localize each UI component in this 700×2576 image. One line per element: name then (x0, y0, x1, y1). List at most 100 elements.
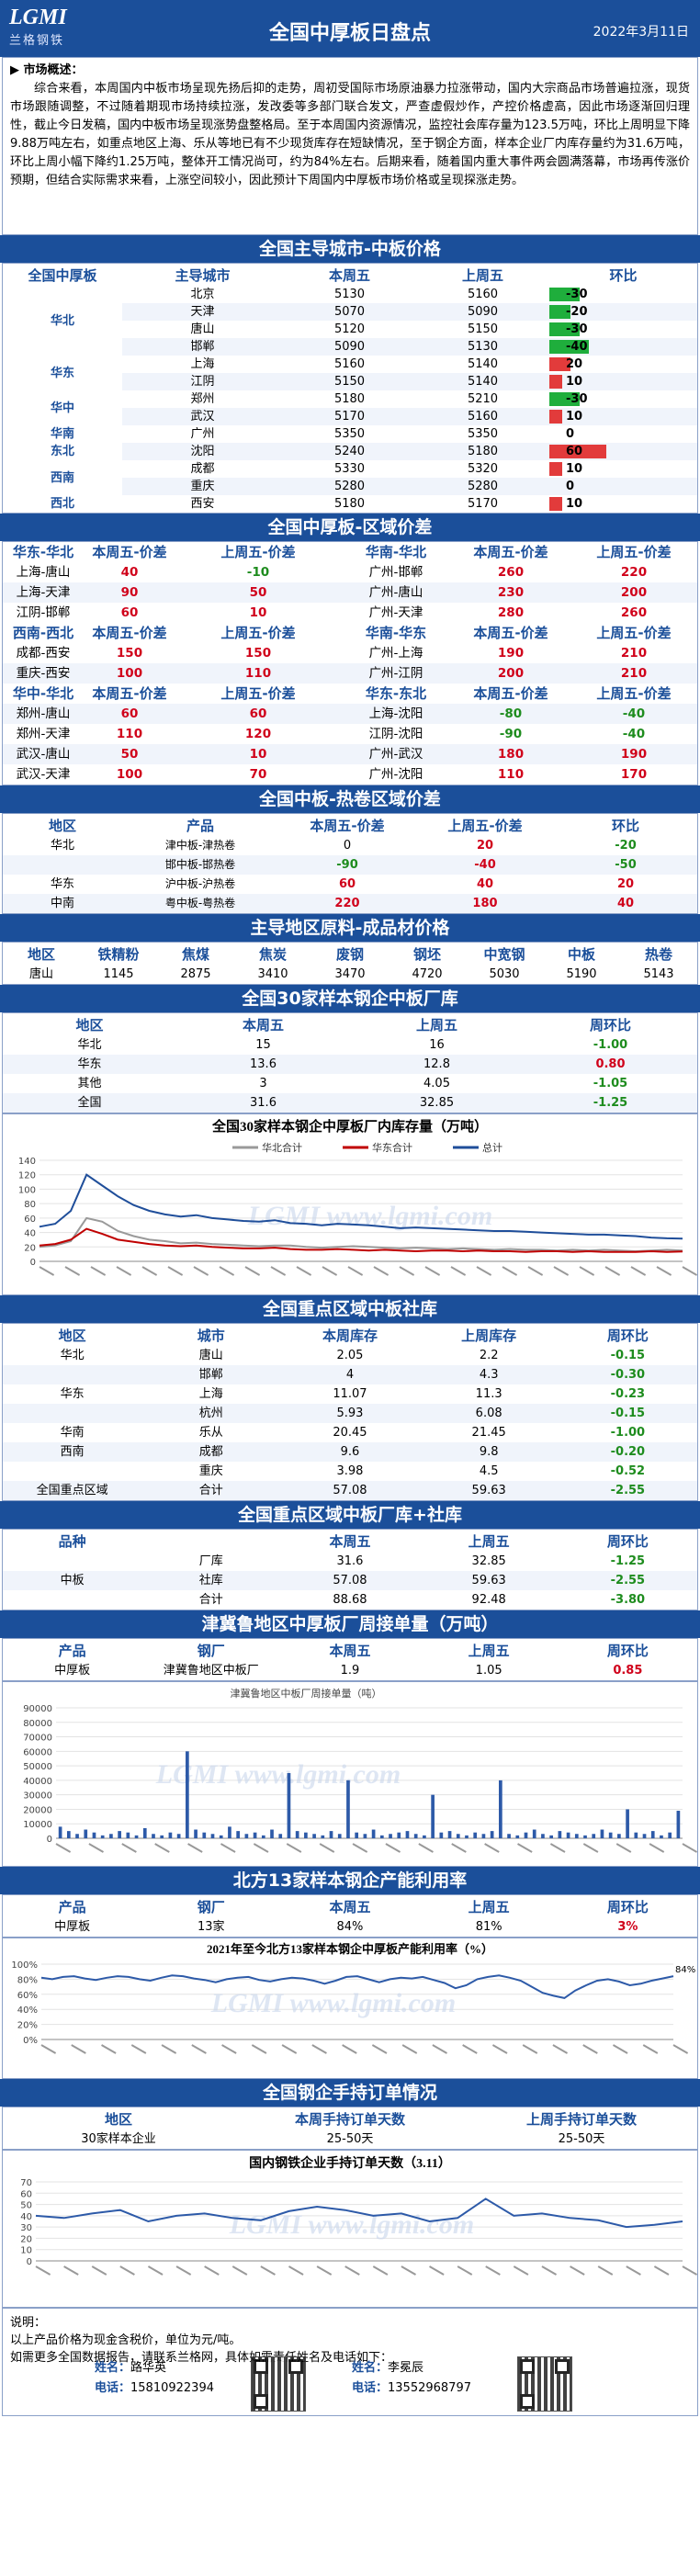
ratio-cell: 0 (549, 425, 697, 443)
col-header: 周环比 (606, 1327, 649, 1344)
table-cell: -3.80 (610, 1593, 646, 1607)
spread-head-row: 华中-华北 本周五-价差 上周五-价差 华东-东北 本周五-价差 上周五-价差 (3, 684, 697, 704)
table-cell: 4.5 (479, 1464, 499, 1478)
x-tick-mark (204, 2265, 220, 2276)
bar (142, 1827, 147, 1838)
watermark: LGMI www.lgmi.com (247, 1201, 492, 1231)
table-cell: 1.9 (340, 1664, 360, 1678)
spread-section-title: 全国中厚板-区域价差 (0, 514, 700, 541)
table-row: 唐山 5120 5150 -30 (3, 321, 697, 338)
table-cell: 2.05 (336, 1349, 364, 1362)
table-cell: -0.23 (610, 1387, 646, 1401)
table-cell: 3470 (334, 967, 366, 981)
x-tick-mark (344, 2265, 360, 2276)
table-cell: 84% (336, 1920, 364, 1934)
col-header: 周环比 (589, 1016, 631, 1034)
spread-cell: 110 (116, 727, 143, 741)
ratio-bar (549, 445, 606, 458)
table-row: 重庆 5280 5280 0 (3, 478, 697, 495)
table-cell: 杭州 (141, 1404, 281, 1423)
ratio-value: 10 (566, 375, 583, 389)
prev-price: 5280 (416, 478, 549, 495)
region-label: 华中 (3, 390, 122, 425)
col-header: 地区 (58, 1327, 86, 1344)
col-header: 地区 (48, 817, 76, 834)
lgmi-logo: LGMI 兰格钢铁 (9, 6, 94, 50)
x-tick-mark (653, 2265, 670, 2276)
bar (176, 1834, 181, 1838)
table-row: 全国重点区域 合计 57.08 59.63 -2.55 (3, 1481, 697, 1500)
x-tick-mark (40, 2044, 57, 2054)
col-header: 本周五 (329, 1898, 371, 1915)
ratio-cell: -30 (549, 286, 697, 303)
y-tick-label: 70000 (23, 1734, 52, 1744)
spread-header: 本周五-价差 (92, 685, 167, 702)
x-tick-mark (193, 1266, 209, 1276)
bar (574, 1834, 579, 1838)
table-row: 华北 唐山 2.05 2.2 -0.15 (3, 1346, 697, 1365)
hot-table-box: 地区 产品 本周五-价差 上周五-价差 环比 华北 津中板-津热卷 0 20 -20 邯中板-邯热… (2, 813, 698, 914)
bar (608, 1832, 613, 1838)
y-tick-label: 50000 (23, 1762, 52, 1772)
x-tick-mark (322, 1266, 338, 1276)
col-header: 城市 (197, 1327, 225, 1344)
c2-tel-label: 电话： (352, 2381, 389, 2395)
c1-tel-label: 电话： (95, 2381, 131, 2395)
table-cell: 21.45 (471, 1426, 506, 1440)
x-tick-mark (597, 2265, 614, 2276)
stock-chart-svg: 全国30家样本钢企中厚板厂内库存量（万吨） 华北合计 华东合计 总计 0 20 40 60 80… (18, 1118, 697, 1276)
x-tick-mark (502, 1266, 518, 1276)
table-cell: 20 (616, 877, 635, 891)
y-tick-label: 60 (20, 2189, 32, 2199)
social-section-title: 全国重点区域中板社库 (0, 1295, 700, 1323)
table-cell: 西南 (3, 1442, 142, 1462)
util-chart-svg: 2021年至今北方13家样本钢企中厚板产能利用率（%） 0% 20% 40% 60% 80… (11, 1942, 695, 2054)
table-cell: 4 (280, 1365, 420, 1384)
spread-table: 华东-华北 本周五-价差 上周五-价差 华南-华北 本周五-价差 上周五-价差 上海-唐山 4… (3, 542, 697, 785)
price-table: 全国中厚板 主导城市 本周五 上周五 环比 华北 北京 5130 5160 -30 天津 5070 5… (3, 264, 697, 513)
x-tick-mark (649, 1843, 665, 1853)
x-tick-mark (352, 1843, 368, 1853)
col-header: 全国中厚板 (28, 266, 97, 284)
bar (566, 1832, 570, 1838)
spread-header: 华中-华北 (12, 685, 74, 702)
table-row: 郑州-天津 110 120 江阴-沈阳 -90 -40 (3, 724, 697, 744)
x-tick-mark (88, 1843, 104, 1853)
x-tick-mark (187, 1843, 203, 1853)
x-tick-mark (270, 1266, 287, 1276)
watermark: LGMI www.lgmi.com (210, 1988, 456, 2018)
table-row: 唐山 1145 2875 3410 3470 4720 5030 5190 5143 (3, 965, 697, 984)
report-date: 2022年3月11日 (593, 25, 689, 40)
table-row: 华北 北京 5130 5160 -30 (3, 286, 697, 356)
city-cell: 郑州 (190, 392, 215, 406)
table-cell: 全国 (3, 1093, 176, 1113)
y-tick-label: 40000 (23, 1777, 52, 1787)
ratio-cell: -20 (549, 303, 697, 321)
hot-table: 地区 产品 本周五-价差 上周五-价差 环比 华北 津中板-津热卷 0 20 -20 邯中板-邯热… (3, 814, 697, 913)
table-cell: 重庆 (198, 1464, 223, 1478)
hand-table: 地区 本周手持订单天数 上周手持订单天数 30家样本企业 25-50天 25-50天 (3, 2107, 697, 2149)
table-row: 华东 13.6 12.8 0.80 (3, 1055, 697, 1074)
table-cell: 0.80 (524, 1055, 697, 1074)
y-tick-label: 20 (24, 1243, 36, 1253)
spread-cell: 150 (244, 646, 272, 661)
x-tick-mark (221, 2044, 237, 2054)
region-label: 东北 (3, 443, 122, 460)
bar (253, 1832, 257, 1838)
y-tick-label: 80% (17, 1975, 38, 1985)
x-tick-mark (175, 2265, 192, 2276)
spread-cell: 70 (249, 767, 267, 782)
table-cell: 邯郸 (141, 1365, 281, 1384)
qr-code-2-icon (517, 2356, 572, 2412)
market-overview: ▶ 市场概述： 综合来看，本周国内中板市场呈现先扬后抑的走势，周初受国际市场原油… (2, 57, 698, 235)
ratio-cell: 0 (549, 478, 697, 495)
city-cell: 重庆 (122, 478, 283, 495)
x-tick-mark (418, 1843, 434, 1853)
ratio-value: 20 (566, 357, 583, 371)
x-tick-mark (579, 1266, 595, 1276)
bar (304, 1832, 308, 1838)
table-cell: 唐山 (198, 1349, 223, 1362)
bar (481, 1834, 486, 1838)
hot-section-title: 全国中板-热卷区域价差 (0, 785, 700, 813)
ratio-bar (549, 410, 562, 424)
